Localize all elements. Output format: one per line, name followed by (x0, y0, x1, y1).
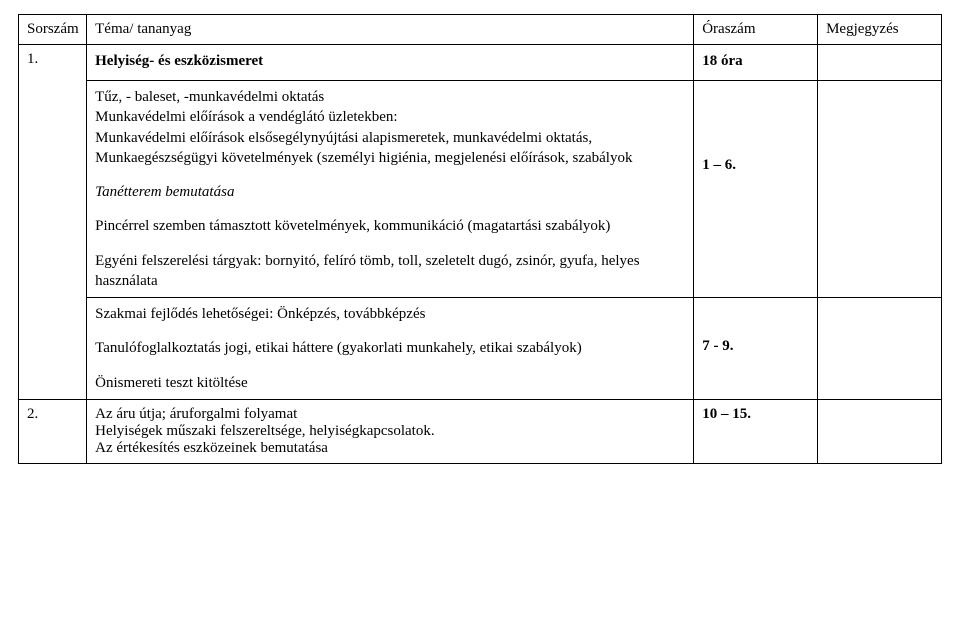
note-cell (818, 399, 942, 463)
body-line: Helyiségek műszaki felszereltsége, helyi… (95, 423, 434, 439)
body-line: Tűz, - baleset, -munkavédelmi oktatás (95, 89, 324, 105)
topic-body-cell: Tűz, - baleset, -munkavédelmi oktatás Mu… (87, 81, 694, 298)
hours-cell: 1 – 6. (694, 81, 818, 298)
topic-body-cell: Szakmai fejlődés lehetőségei: Önképzés, … (87, 298, 694, 400)
header-oraszam: Óraszám (694, 15, 818, 45)
table-row: 1. Helyiség- és eszközismeret 18 óra (19, 45, 942, 81)
body-paragraph: Tűz, - baleset, -munkavédelmi oktatás Mu… (95, 87, 685, 168)
hours-cell: 7 - 9. (694, 298, 818, 400)
section-note-cell (818, 45, 942, 81)
body-paragraph: Egyéni felszerelési tárgyak: bornyitó, f… (95, 251, 685, 292)
hours-cell: 10 – 15. (694, 399, 818, 463)
section-title: Helyiség- és eszközismeret (95, 53, 685, 70)
body-paragraph: Szakmai fejlődés lehetőségei: Önképzés, … (95, 304, 685, 324)
body-line: Az áru útja; áruforgalmi folyamat (95, 406, 297, 422)
header-megjegyzes: Megjegyzés (818, 15, 942, 45)
body-line: Munkavédelmi előírások elsősegélynyújtás… (95, 130, 592, 146)
hours-value: 1 – 6. (702, 157, 809, 174)
row-number-cell: 2. (19, 399, 87, 463)
table-row: 2. Az áru útja; áruforgalmi folyamat Hel… (19, 399, 942, 463)
header-tema: Téma/ tananyag (87, 15, 694, 45)
note-cell (818, 298, 942, 400)
section-hours: 18 óra (702, 53, 809, 70)
body-paragraph: Tanulófoglalkoztatás jogi, etikai hátter… (95, 338, 685, 358)
row-number-cell: 1. (19, 45, 87, 400)
note-cell (818, 81, 942, 298)
curriculum-table: Sorszám Téma/ tananyag Óraszám Megjegyzé… (18, 14, 942, 464)
body-paragraph: Önismereti teszt kitöltése (95, 373, 685, 393)
table-row: Tűz, - baleset, -munkavédelmi oktatás Mu… (19, 81, 942, 298)
table-row: Szakmai fejlődés lehetőségei: Önképzés, … (19, 298, 942, 400)
body-paragraph: Pincérrel szemben támasztott követelmény… (95, 216, 685, 236)
body-paragraph: Tanétterem bemutatása (95, 182, 685, 202)
topic-body-cell: Az áru útja; áruforgalmi folyamat Helyis… (87, 399, 694, 463)
hours-value: 7 - 9. (702, 338, 809, 355)
hours-value: 10 – 15. (702, 406, 809, 423)
body-line: Munkavédelmi előírások a vendéglátó üzle… (95, 109, 397, 125)
table-header-row: Sorszám Téma/ tananyag Óraszám Megjegyzé… (19, 15, 942, 45)
body-line: Az értékesítés eszközeinek bemutatása (95, 440, 328, 456)
body-line: Munkaegészségügyi követelmények (személy… (95, 150, 632, 166)
section-hours-cell: 18 óra (694, 45, 818, 81)
section-title-cell: Helyiség- és eszközismeret (87, 45, 694, 81)
header-sorszam: Sorszám (19, 15, 87, 45)
